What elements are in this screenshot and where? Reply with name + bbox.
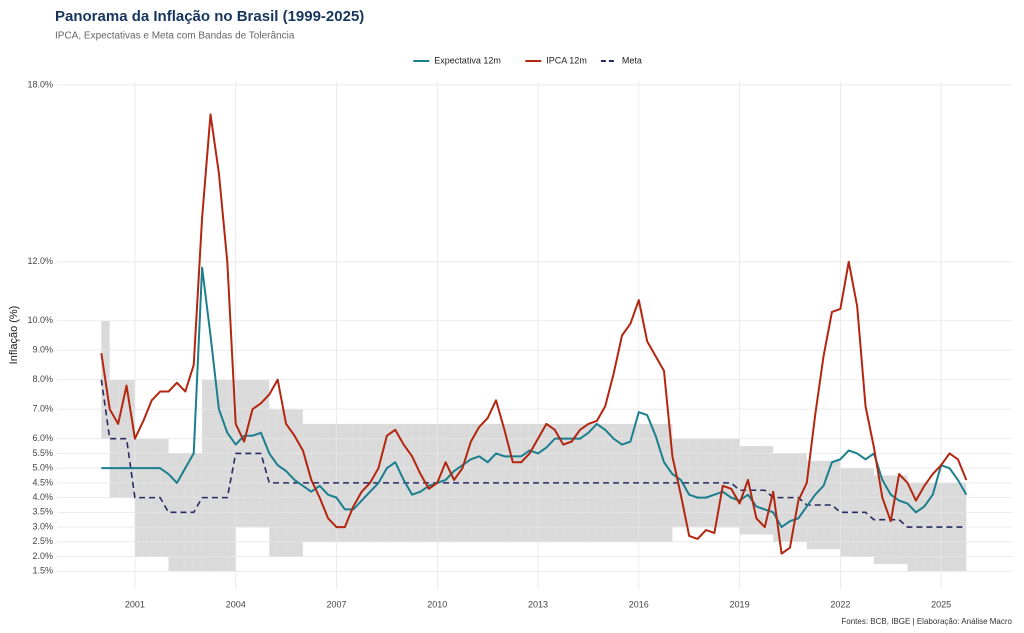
tolerance-band <box>806 460 816 550</box>
legend-label: Expectativa 12m <box>434 55 501 65</box>
legend-label: IPCA 12m <box>546 55 587 65</box>
tolerance-band <box>227 379 236 572</box>
x-tick-label: 2019 <box>730 599 750 609</box>
tolerance-band <box>764 446 774 535</box>
legend: Expectativa 12m IPCA 12m Meta <box>413 55 642 65</box>
y-tick-label: 3.5% <box>32 507 53 517</box>
legend-label: Meta <box>622 55 642 65</box>
x-tick-label: 2007 <box>326 599 346 609</box>
y-tick-label: 5.0% <box>32 463 53 473</box>
tolerance-band <box>873 475 883 564</box>
y-tick-label: 9.0% <box>32 345 53 355</box>
y-tick-label: 8.0% <box>32 374 53 384</box>
series-line <box>100 379 967 528</box>
y-tick-label: 18.0% <box>27 79 53 89</box>
tolerance-band <box>210 379 219 572</box>
y-tick-label: 5.5% <box>32 448 53 458</box>
y-tick-label: 12.0% <box>27 256 53 266</box>
x-tick-label: 2025 <box>931 599 951 609</box>
tolerance-band <box>218 379 228 572</box>
y-tick-label: 2.5% <box>32 536 53 546</box>
x-tick-label: 2016 <box>629 599 649 609</box>
y-tick-label: 2.0% <box>32 551 53 561</box>
x-tick-label: 2022 <box>830 599 850 609</box>
y-tick-label: 1.5% <box>32 566 53 576</box>
chart-subtitle: IPCA, Expectativas e Meta com Bandas de … <box>55 31 295 42</box>
y-tick-label: 6.0% <box>32 433 53 443</box>
x-tick-label: 2004 <box>226 599 246 609</box>
y-tick-label: 4.5% <box>32 477 53 487</box>
caption: Fontes: BCB, IBGE | Elaboração: Análise … <box>841 617 1012 626</box>
y-axis-label: Inflação (%) <box>8 306 20 365</box>
chart-title: Panorama da Inflação no Brasil (1999-202… <box>55 8 364 25</box>
x-tick-label: 2010 <box>427 599 447 609</box>
x-tick-label: 2013 <box>528 599 548 609</box>
y-tick-label: 7.0% <box>32 404 53 414</box>
series-line <box>100 113 968 555</box>
line-layer <box>100 113 968 555</box>
x-tick-label: 2001 <box>125 599 145 609</box>
y-tick-label: 4.0% <box>32 492 53 502</box>
tolerance-band <box>831 460 841 550</box>
tolerance-band <box>882 475 891 564</box>
tolerance-band <box>899 475 908 564</box>
y-tick-label: 3.0% <box>32 521 53 531</box>
tolerance-band <box>202 379 211 572</box>
y-tick-label: 10.0% <box>27 315 53 325</box>
